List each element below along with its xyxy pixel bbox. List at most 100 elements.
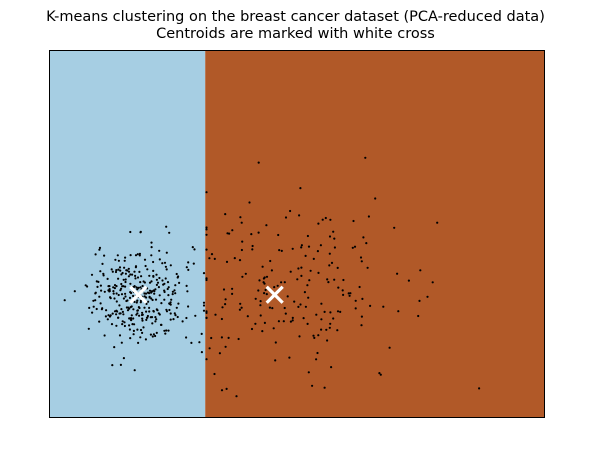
data-point: [104, 315, 107, 318]
data-point: [269, 259, 272, 263]
data-point: [136, 253, 139, 256]
data-point: [298, 214, 301, 217]
data-point: [270, 269, 273, 272]
data-point: [163, 261, 167, 264]
data-point: [220, 336, 223, 339]
data-point: [169, 264, 172, 267]
region-cluster-0: [49, 50, 206, 418]
data-point: [123, 266, 126, 269]
data-point: [148, 281, 152, 284]
data-point: [263, 292, 266, 295]
data-point: [205, 226, 208, 229]
data-point: [175, 272, 178, 276]
data-point: [333, 237, 336, 240]
data-point: [280, 281, 283, 284]
data-point: [274, 341, 277, 344]
data-point: [150, 254, 153, 257]
data-point: [202, 301, 206, 304]
data-point: [139, 231, 142, 234]
data-point: [312, 334, 315, 337]
data-point: [117, 259, 120, 262]
data-point: [185, 266, 188, 269]
chart-title: K-means clustering on the breast cancer …: [46, 9, 545, 25]
data-point: [304, 305, 307, 308]
centroid-cross-stroke: [129, 285, 148, 304]
data-point: [191, 246, 194, 249]
data-point: [128, 307, 131, 310]
data-point: [123, 259, 126, 262]
data-point: [146, 316, 149, 319]
data-point: [128, 296, 132, 299]
data-point: [240, 306, 243, 309]
data-point: [115, 269, 118, 272]
data-point: [142, 280, 145, 283]
data-point: [99, 284, 102, 287]
data-point: [205, 278, 208, 282]
data-point: [131, 273, 134, 276]
data-point: [158, 249, 161, 252]
data-point: [118, 266, 122, 269]
data-point: [120, 287, 123, 290]
data-point: [101, 262, 104, 265]
data-point: [171, 293, 174, 296]
data-point: [388, 346, 391, 349]
data-point: [151, 322, 154, 325]
data-point: [250, 233, 253, 236]
data-point: [397, 310, 400, 313]
data-point: [113, 287, 116, 290]
data-point: [117, 293, 120, 297]
data-point: [121, 323, 124, 326]
data-point: [109, 296, 112, 299]
data-point: [174, 284, 177, 287]
data-point: [330, 366, 333, 369]
data-point: [117, 316, 120, 319]
data-point: [131, 323, 134, 326]
data-point: [168, 308, 171, 312]
data-point: [141, 331, 144, 334]
data-point: [141, 311, 144, 314]
data-point: [365, 242, 368, 245]
data-point: [336, 310, 340, 313]
data-point: [364, 156, 367, 159]
data-point: [327, 281, 330, 284]
data-point: [152, 310, 155, 313]
data-point: [320, 318, 323, 321]
data-point: [101, 307, 104, 310]
data-point: [139, 328, 143, 332]
data-point: [336, 266, 339, 269]
data-point: [124, 295, 127, 298]
data-point: [170, 298, 173, 301]
data-point: [115, 292, 118, 295]
data-point: [132, 333, 135, 336]
data-point: [436, 221, 439, 224]
data-point: [291, 316, 294, 319]
data-point: [166, 287, 169, 291]
data-point: [167, 329, 170, 332]
data-point: [358, 285, 361, 289]
data-point: [218, 352, 221, 355]
data-point: [259, 304, 262, 307]
data-point: [224, 213, 227, 216]
data-point: [129, 254, 132, 257]
data-point: [96, 285, 99, 288]
data-point: [352, 219, 355, 223]
data-point: [240, 221, 243, 224]
data-point: [248, 201, 251, 204]
data-point: [122, 313, 125, 316]
data-point: [119, 363, 122, 366]
data-point: [205, 310, 208, 313]
data-point: [311, 384, 314, 387]
data-point: [175, 306, 178, 309]
data-point: [145, 310, 148, 313]
data-point: [237, 337, 240, 341]
data-point: [63, 299, 66, 302]
data-point: [205, 316, 208, 319]
data-point: [178, 281, 181, 284]
data-point: [417, 314, 420, 318]
data-point: [161, 262, 164, 265]
data-point: [221, 306, 224, 309]
data-point: [165, 225, 168, 228]
data-point: [263, 276, 266, 279]
data-point: [91, 311, 94, 314]
data-point: [129, 273, 132, 276]
